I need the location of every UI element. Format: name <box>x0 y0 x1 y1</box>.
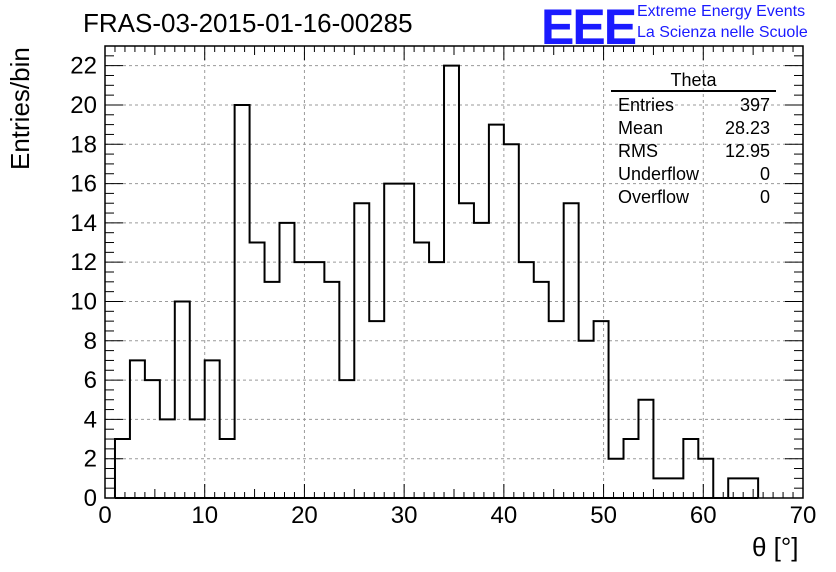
histogram-bin <box>459 203 474 498</box>
histogram-bin <box>444 66 459 498</box>
y-tick-label: 8 <box>84 328 97 355</box>
histogram-bin <box>564 203 579 498</box>
histogram-bin <box>609 459 624 498</box>
tick-labels: 0 10 20 30 40 50 60 70 0 2 4 6 8 10 12 14 16 18 20 22 <box>70 53 816 529</box>
stats-value: 28.23 <box>724 118 770 138</box>
stats-row-underflow: Underflow 0 <box>611 163 776 186</box>
stats-value: 12.95 <box>724 141 770 161</box>
grid-lines <box>105 46 803 498</box>
histogram-outline <box>113 64 760 499</box>
histogram-bin <box>354 203 369 498</box>
histogram-bin <box>205 360 220 498</box>
y-tick-label: 14 <box>70 210 97 237</box>
x-axis-label: θ [°] <box>752 532 799 562</box>
eee-logo: EEE <box>541 0 637 55</box>
histogram-bin <box>324 282 339 498</box>
x-tick-label: 30 <box>391 502 418 529</box>
histogram-bin <box>474 223 489 498</box>
histogram-bin <box>115 439 130 498</box>
x-tick-label: 60 <box>690 502 717 529</box>
histogram-bin <box>728 478 743 498</box>
histogram-bin <box>339 380 354 498</box>
histogram-bin <box>130 360 145 498</box>
x-tick-label: 40 <box>491 502 518 529</box>
logo-text-line2: La Scienza nelle Scuole <box>637 24 808 41</box>
chart-title: FRAS-03-2015-01-16-00285 <box>83 8 413 38</box>
stats-row-overflow: Overflow 0 <box>611 186 776 209</box>
histogram-bin <box>145 380 160 498</box>
histogram-bin <box>549 321 564 498</box>
stats-title: Theta <box>611 70 776 92</box>
histogram-bin <box>235 105 250 498</box>
stats-label: RMS <box>618 141 658 161</box>
stats-row-rms: RMS 12.95 <box>611 140 776 163</box>
histogram-bin <box>294 262 309 498</box>
x-tick-label: 20 <box>291 502 318 529</box>
y-axis-label: Entries/bin <box>5 47 35 170</box>
stats-box: Theta Entries 397 Mean 28.23 RMS 12.95 U… <box>611 70 776 209</box>
stats-label: Overflow <box>618 187 690 207</box>
histogram-bin <box>683 439 698 498</box>
histogram-bin <box>175 301 190 498</box>
histogram-bin <box>220 439 235 498</box>
stats-label: Entries <box>618 95 675 115</box>
histogram-bin <box>414 243 429 498</box>
histogram-bin <box>384 184 399 498</box>
y-tick-label: 12 <box>70 249 97 276</box>
stats-label: Underflow <box>618 164 700 184</box>
y-tick-label: 6 <box>84 367 97 394</box>
stats-row-entries: Entries 397 <box>611 94 776 117</box>
histogram-bin <box>653 478 668 498</box>
x-tick-label: 0 <box>98 502 111 529</box>
y-tick-label: 20 <box>70 92 97 119</box>
histogram-bin <box>743 478 758 498</box>
y-tick-label: 10 <box>70 288 97 315</box>
histogram-bin <box>504 144 519 498</box>
histogram-bin <box>369 321 384 498</box>
x-tick-label: 70 <box>790 502 817 529</box>
y-tick-label: 4 <box>84 406 97 433</box>
stats-value: 397 <box>739 95 770 115</box>
histogram-bin <box>489 125 504 498</box>
stats-row-mean: Mean 28.23 <box>611 117 776 140</box>
stats-value: 0 <box>759 164 770 184</box>
histogram-bin <box>624 439 639 498</box>
histogram-bin <box>668 478 683 498</box>
histogram-bin <box>250 243 265 498</box>
y-tick-label: 0 <box>84 485 97 512</box>
y-tick-label: 16 <box>70 171 97 198</box>
histogram-bin <box>638 400 653 498</box>
histogram-bin <box>265 282 280 498</box>
histogram-bin <box>534 282 549 498</box>
stats-label: Mean <box>618 118 664 138</box>
x-tick-label: 50 <box>590 502 617 529</box>
histogram-bin <box>594 321 609 498</box>
histogram-bin <box>280 223 295 498</box>
y-tick-label: 22 <box>70 53 97 80</box>
stats-value: 0 <box>759 187 770 207</box>
y-tick-label: 18 <box>70 131 97 158</box>
y-tick-label: 2 <box>84 446 97 473</box>
logo-text-line1: Extreme Energy Events <box>637 3 806 20</box>
histogram-bin <box>698 459 713 498</box>
x-tick-label: 10 <box>191 502 218 529</box>
